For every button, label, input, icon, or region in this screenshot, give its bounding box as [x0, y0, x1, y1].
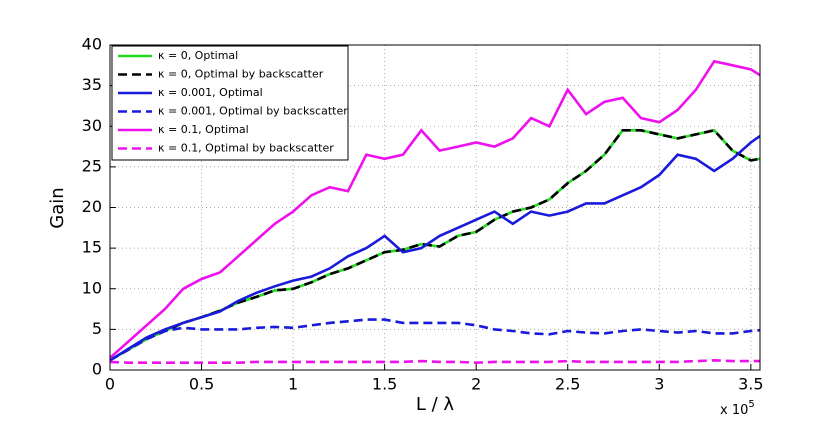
series-line: [109, 59, 761, 359]
x-tick-label: 2: [471, 375, 481, 394]
y-tick-label: 0: [92, 360, 102, 379]
series-line: [109, 134, 761, 362]
legend: κ = 0, Optimal κ = 0, Optimal by backscat…: [111, 45, 349, 161]
legend-label: κ = 0.001, Optimal: [158, 86, 263, 99]
x-scale-label: x 105: [720, 399, 755, 418]
y-tick-label: 15: [82, 238, 102, 257]
series-line: [109, 358, 760, 365]
legend-label: κ = 0.1, Optimal by backscatter: [158, 142, 334, 155]
x-scale-exponent: 5: [748, 399, 754, 410]
x-tick-label: 2.5: [555, 375, 580, 394]
plot-frame: [109, 44, 761, 371]
y-tick-label: 5: [92, 319, 102, 338]
x-scale-base: x 10: [720, 403, 748, 418]
x-tick-label: 1: [288, 375, 298, 394]
legend-label: κ = 0.001, Optimal by backscatter: [158, 105, 348, 118]
legend-label: κ = 0, Optimal: [158, 49, 238, 62]
y-tick-label: 10: [82, 278, 102, 297]
y-tick-label: 40: [82, 35, 102, 54]
x-tick-label: 3.5: [738, 375, 763, 394]
legend-box: [111, 45, 349, 161]
x-tick-label: 1.5: [372, 375, 397, 394]
y-tick-label: 20: [82, 197, 102, 216]
y-tick-label: 30: [82, 116, 102, 135]
legend-label: κ = 0.1, Optimal: [158, 123, 249, 136]
y-tick-label: 35: [82, 75, 102, 94]
series-line: [109, 318, 761, 362]
x-axis-label: L / λ: [416, 394, 455, 415]
x-tick-label: 3: [654, 375, 664, 394]
legend-label: κ = 0, Optimal by backscatter: [158, 68, 324, 81]
x-tick-label: 0: [105, 375, 115, 394]
series-line: [109, 128, 761, 362]
y-tick-label: 25: [82, 156, 102, 175]
x-tick-label: 0.5: [189, 375, 214, 394]
y-axis-label: Gain: [47, 187, 68, 228]
